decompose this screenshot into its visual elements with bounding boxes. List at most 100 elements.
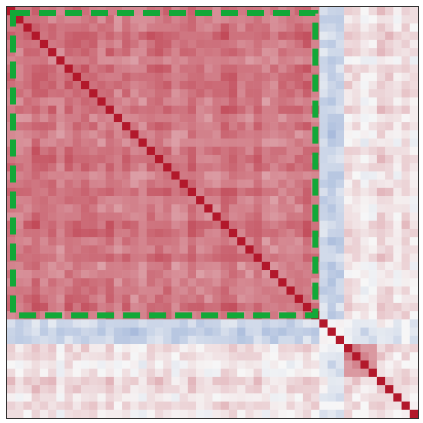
heatmap-cell [64, 228, 74, 238]
heatmap-cell [253, 253, 263, 263]
heatmap-cell [245, 286, 254, 295]
heatmap-cell [294, 220, 304, 230]
heatmap-cell [344, 294, 353, 304]
heatmap-cell [48, 23, 57, 32]
heatmap-cell [212, 327, 222, 337]
heatmap-cell [7, 352, 16, 361]
heatmap-cell [39, 56, 49, 65]
heatmap-cell [130, 179, 139, 189]
heatmap-cell [113, 23, 123, 32]
heatmap-cell [89, 401, 98, 411]
heatmap-cell [204, 360, 213, 369]
heatmap-cell [196, 212, 205, 222]
heatmap-cell [401, 220, 411, 230]
heatmap-cell [113, 237, 123, 246]
heatmap-cell [64, 385, 74, 394]
heatmap-cell [335, 113, 345, 123]
heatmap-cell [196, 344, 205, 353]
heatmap-cell [72, 352, 82, 361]
heatmap-cell [261, 89, 271, 98]
heatmap-cell [138, 393, 148, 402]
heatmap-cell [179, 171, 189, 180]
heatmap-cell [163, 409, 172, 419]
heatmap-cell [401, 294, 411, 304]
heatmap-cell [327, 89, 337, 98]
heatmap-cell [146, 154, 156, 164]
heatmap-cell [344, 23, 353, 32]
heatmap-cell [80, 401, 90, 411]
heatmap-cell [15, 23, 24, 32]
heatmap-cell [237, 368, 246, 378]
heatmap-cell [270, 376, 279, 386]
heatmap-cell [409, 385, 419, 394]
heatmap-cell [80, 360, 90, 369]
heatmap-cell [376, 401, 386, 411]
heatmap-cell [146, 319, 156, 328]
heatmap-cell [138, 212, 148, 222]
heatmap-cell [31, 64, 41, 74]
heatmap-cell [253, 220, 263, 230]
heatmap-cell [261, 187, 271, 197]
heatmap-cell [278, 39, 287, 49]
heatmap-cell [270, 196, 279, 205]
heatmap-cell [154, 335, 164, 345]
heatmap-cell [56, 171, 65, 180]
heatmap-cell [270, 113, 279, 123]
heatmap-cell [7, 368, 16, 378]
heatmap-cell [278, 253, 287, 263]
heatmap-cell [401, 122, 411, 131]
heatmap-cell [294, 187, 304, 197]
heatmap-cell [138, 335, 148, 345]
heatmap-cell [409, 204, 419, 213]
heatmap-cell [376, 15, 386, 24]
heatmap-cell [220, 163, 230, 172]
heatmap-cell [15, 294, 24, 304]
heatmap-cell [64, 253, 74, 263]
heatmap-cell [105, 302, 115, 312]
heatmap-cell [105, 245, 115, 254]
heatmap-cell [385, 48, 394, 57]
heatmap-cell [105, 113, 115, 123]
heatmap-cell [270, 278, 279, 287]
heatmap-cell [146, 146, 156, 156]
heatmap-cell [64, 39, 74, 49]
heatmap-cell [196, 56, 205, 65]
heatmap-cell [302, 187, 312, 197]
heatmap-cell [31, 204, 41, 213]
heatmap-cell [220, 393, 230, 402]
heatmap-cell [352, 31, 361, 41]
heatmap-cell [89, 220, 98, 230]
heatmap-cell [163, 344, 172, 353]
heatmap-cell [138, 294, 148, 304]
heatmap-cell [385, 294, 394, 304]
heatmap-cell [113, 130, 123, 139]
heatmap-cell [179, 278, 189, 287]
heatmap-cell [154, 56, 164, 65]
heatmap-cell [278, 122, 287, 131]
heatmap-cell [89, 179, 98, 189]
heatmap-cell [187, 113, 197, 123]
heatmap-cell [171, 179, 180, 189]
heatmap-cell [187, 327, 197, 337]
heatmap-cell [72, 376, 82, 386]
heatmap-cell [261, 319, 271, 328]
heatmap-cell [105, 237, 115, 246]
heatmap-cell [130, 228, 139, 238]
heatmap-cell [385, 163, 394, 172]
heatmap-cell [122, 344, 131, 353]
heatmap-cell [294, 23, 304, 32]
heatmap-cell [278, 89, 287, 98]
heatmap-cell [220, 319, 230, 328]
heatmap-cell [122, 31, 131, 41]
heatmap-cell [294, 327, 304, 337]
heatmap-cell [335, 64, 345, 74]
heatmap-cell [228, 72, 238, 82]
heatmap-cell [237, 335, 246, 345]
heatmap-cell [105, 360, 115, 369]
heatmap-cell [48, 360, 57, 369]
heatmap-cell [7, 23, 16, 32]
heatmap-cell [352, 401, 361, 411]
heatmap-cell [97, 130, 106, 139]
heatmap-cell [138, 344, 148, 353]
heatmap-cell [228, 163, 238, 172]
